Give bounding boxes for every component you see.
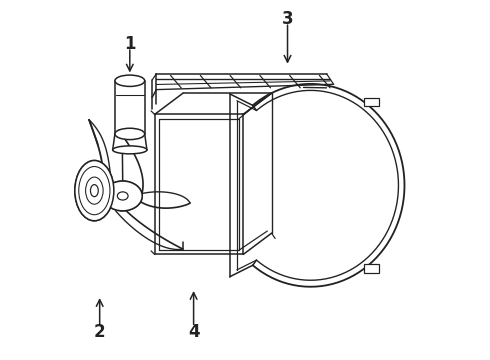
Text: 2: 2 (94, 323, 105, 341)
Ellipse shape (113, 146, 147, 154)
Text: 4: 4 (188, 323, 199, 341)
Ellipse shape (103, 181, 142, 211)
FancyBboxPatch shape (365, 98, 379, 107)
Ellipse shape (115, 75, 145, 86)
Ellipse shape (75, 161, 114, 221)
Ellipse shape (118, 192, 128, 200)
Text: 3: 3 (282, 10, 294, 28)
FancyBboxPatch shape (365, 264, 379, 273)
Ellipse shape (75, 161, 114, 221)
Text: 1: 1 (124, 35, 136, 53)
Ellipse shape (115, 128, 145, 140)
Ellipse shape (118, 192, 128, 200)
Ellipse shape (103, 181, 142, 211)
